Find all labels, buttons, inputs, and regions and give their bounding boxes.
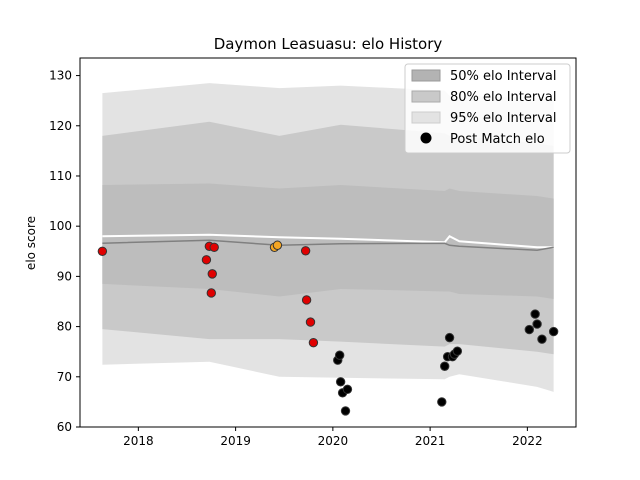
data-point-26	[530, 309, 540, 319]
x-tick-label-2018: 2018	[123, 434, 154, 448]
data-point-8	[300, 246, 311, 256]
data-point-9	[301, 295, 312, 305]
data-point-4	[207, 269, 217, 279]
y-tick-label-60: 60	[57, 420, 72, 434]
data-point-27	[532, 319, 542, 329]
data-point-21	[444, 332, 455, 343]
legend-box	[404, 63, 571, 154]
legend-marker-post-match	[420, 132, 432, 144]
data-point-13	[334, 350, 345, 360]
data-point-11	[308, 337, 319, 348]
legend-label-95: 95% elo Interval	[450, 111, 557, 126]
series-line-1	[102, 239, 554, 252]
x-tick-label-2022: 2022	[512, 434, 543, 448]
y-tick-label-120: 120	[49, 119, 72, 133]
plot-frame	[79, 57, 577, 428]
data-point-19	[440, 361, 450, 371]
legend-label-post-match: Post Match elo	[450, 132, 545, 147]
x-tick-label-2020: 2020	[318, 434, 349, 448]
series-line-0	[102, 233, 554, 249]
data-point-14	[335, 377, 346, 387]
y-axis-label: elo score	[24, 216, 38, 270]
data-point-18	[437, 397, 447, 407]
x-tick-label-2019: 2019	[220, 434, 251, 448]
y-tick-label-110: 110	[49, 169, 72, 183]
series-lines	[102, 233, 554, 252]
x-tick-label-2021: 2021	[415, 434, 446, 448]
legend-label-50: 50% elo Interval	[450, 69, 557, 84]
chart-title: Daymon Leasuasu: elo History	[214, 35, 443, 53]
y-axis: 60 70 80 90 100 110 120 130	[49, 69, 80, 434]
data-point-3	[209, 242, 219, 252]
legend: 50% elo Interval 80% elo Interval 95% el…	[404, 63, 571, 154]
legend-swatch-95	[411, 111, 441, 124]
y-tick-label-100: 100	[49, 219, 72, 233]
x-axis: 2018 2019 2020 2021 2022	[123, 427, 543, 448]
y-tick-label-80: 80	[57, 320, 72, 334]
band-50	[102, 183, 554, 299]
data-point-28	[537, 334, 547, 344]
legend-swatch-80	[411, 90, 441, 103]
data-point-0	[97, 246, 108, 256]
post-match-points	[97, 240, 559, 416]
data-point-10	[305, 317, 316, 327]
data-point-16	[342, 384, 353, 395]
data-point-7	[272, 240, 283, 250]
y-tick-label-130: 130	[49, 69, 72, 83]
legend-swatch-50	[411, 69, 441, 82]
y-tick-label-90: 90	[57, 269, 72, 283]
data-point-5	[206, 288, 216, 298]
data-point-1	[201, 255, 212, 265]
data-point-17	[340, 406, 351, 416]
data-point-24	[452, 346, 463, 356]
legend-label-80: 80% elo Interval	[450, 90, 557, 105]
data-point-29	[548, 326, 559, 337]
data-point-25	[524, 324, 535, 335]
y-tick-label-70: 70	[57, 370, 72, 384]
